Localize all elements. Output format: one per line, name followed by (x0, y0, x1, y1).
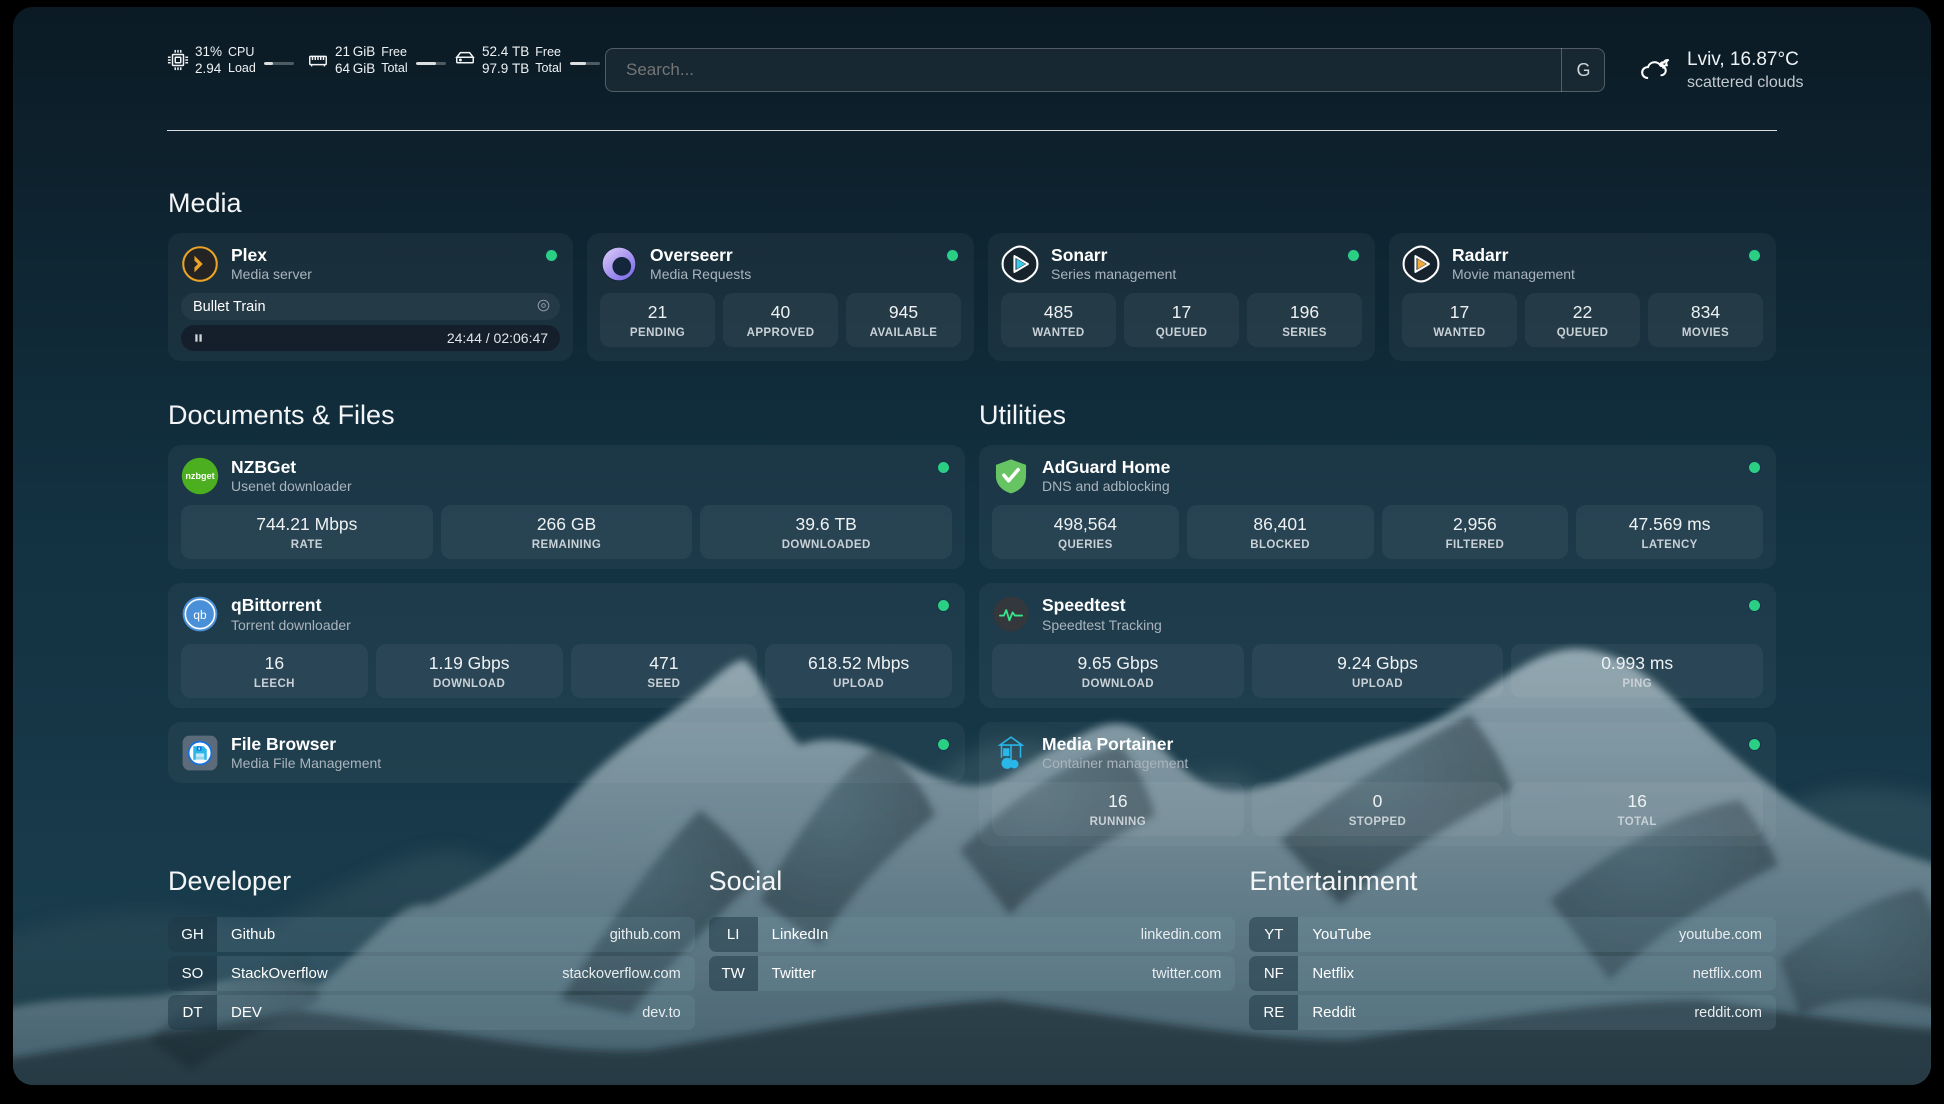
svg-text:qb: qb (193, 608, 207, 622)
svg-text:nzbget: nzbget (185, 471, 214, 481)
